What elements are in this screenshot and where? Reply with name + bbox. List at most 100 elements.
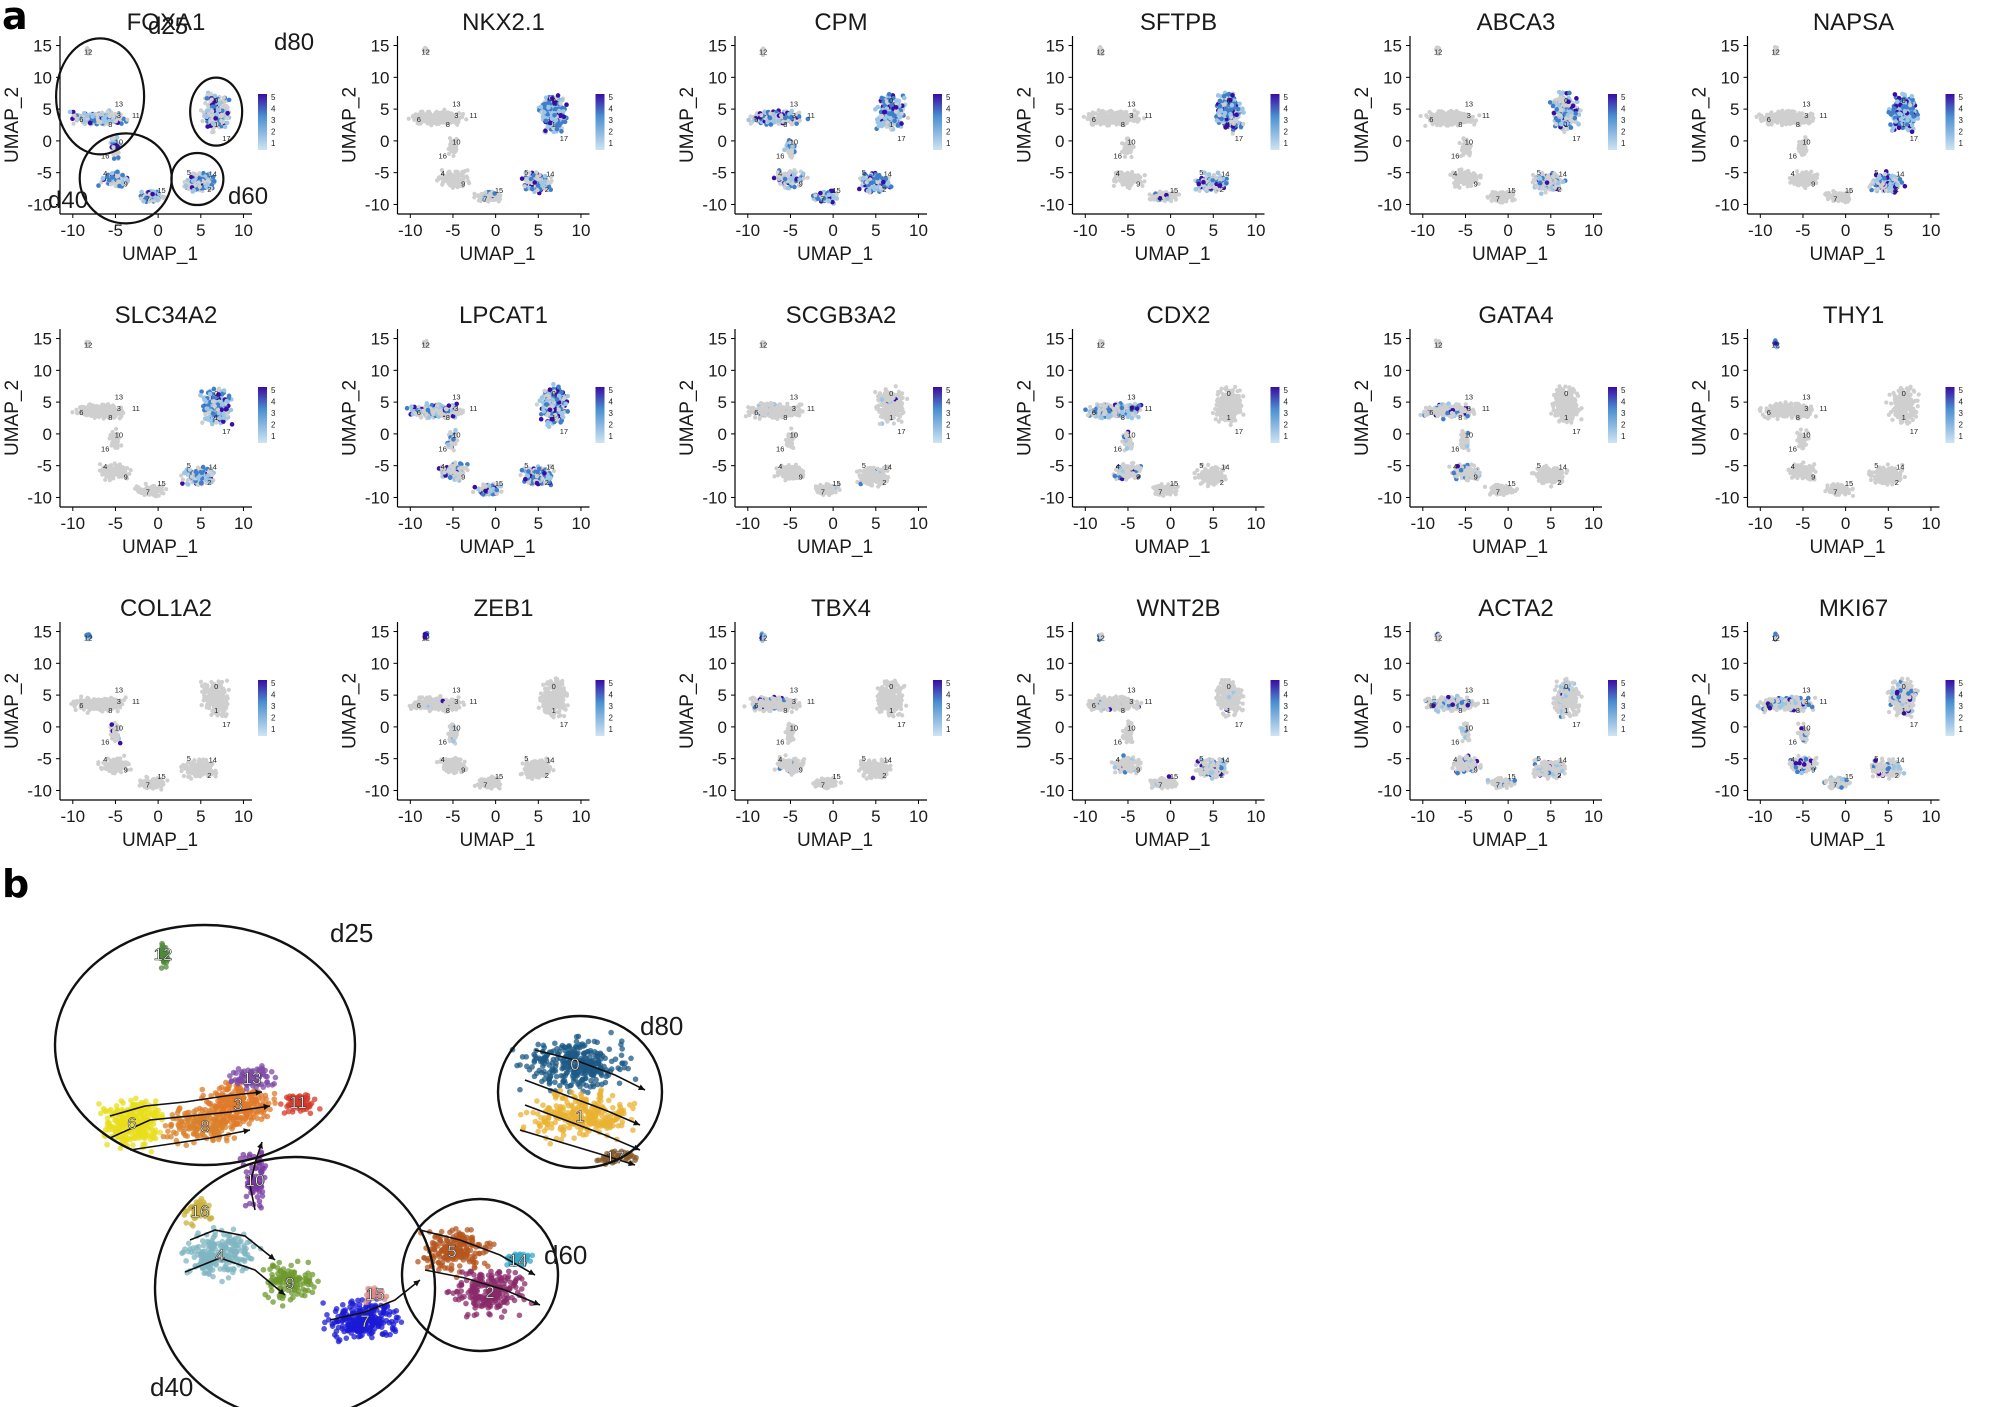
cell-point <box>1147 196 1152 202</box>
cell-point <box>1567 109 1573 115</box>
cell-point <box>221 95 226 100</box>
x-tick-label: -10 <box>398 221 423 240</box>
cluster-label: 11 <box>807 111 815 120</box>
cluster-label: 4 <box>441 169 445 178</box>
cluster-label: 16 <box>1114 152 1122 161</box>
y-tick-label: 15 <box>708 37 727 56</box>
cell-point <box>894 98 899 104</box>
cell-point <box>881 179 886 185</box>
cell-point <box>826 192 832 198</box>
cell-point <box>779 113 784 118</box>
cluster-label: 17 <box>897 134 905 143</box>
cell-point <box>1217 103 1223 109</box>
cell-point <box>72 113 77 118</box>
cluster-label: 3 <box>792 111 796 120</box>
cell-point <box>1241 121 1246 127</box>
cell-point <box>218 114 224 119</box>
cell-point <box>209 97 214 102</box>
cluster-label: 8 <box>1121 120 1125 129</box>
cell-point <box>1465 180 1470 185</box>
cell-point <box>161 195 166 200</box>
cluster-label: 13 <box>790 100 798 109</box>
cell-point <box>1111 114 1116 119</box>
cell-point <box>1201 179 1206 185</box>
legend-tick-label: 2 <box>609 128 614 137</box>
cluster-label: 9 <box>124 180 128 189</box>
y-tick-label: -5 <box>712 164 727 183</box>
cell-point <box>864 180 869 185</box>
cell-point <box>541 110 547 115</box>
cell-point <box>1568 125 1574 130</box>
legend-tick-label: 5 <box>946 93 951 102</box>
cell-point <box>113 119 119 124</box>
x-tick-label: -5 <box>1120 221 1135 240</box>
cell-point <box>1113 179 1118 184</box>
cell-point <box>869 180 875 186</box>
cell-point <box>1449 112 1454 117</box>
cell-point <box>564 102 569 108</box>
y-tick-label: -10 <box>702 195 727 214</box>
cell-point <box>90 114 95 119</box>
cluster-label: 15 <box>1170 186 1178 195</box>
cluster-label: 2 <box>882 185 886 194</box>
legend-tick-label: 4 <box>946 105 951 114</box>
legend-tick-label: 2 <box>946 128 951 137</box>
cell-point <box>886 111 892 116</box>
cell-point <box>1234 117 1239 123</box>
cell-point <box>125 117 130 122</box>
cell-point <box>1104 120 1110 125</box>
cell-point <box>1470 114 1475 119</box>
cell-point <box>1206 172 1212 177</box>
cluster-label: 17 <box>560 134 568 143</box>
cell-point <box>771 118 777 124</box>
x-tick-label: 5 <box>196 221 205 240</box>
color-legend-bar <box>258 94 267 150</box>
x-tick-label: 10 <box>909 221 928 240</box>
cell-point <box>224 120 230 126</box>
cell-point <box>1440 117 1446 122</box>
cell-point <box>85 113 90 119</box>
cell-point <box>114 174 119 179</box>
cell-point <box>1128 173 1133 178</box>
cell-point <box>191 188 197 193</box>
cell-point <box>1502 197 1507 202</box>
legend-tick-label: 4 <box>271 105 276 114</box>
cell-point <box>96 183 101 188</box>
cell-point <box>451 153 456 158</box>
cell-point <box>1547 100 1553 105</box>
cell-point <box>759 113 764 118</box>
cell-point <box>800 171 806 177</box>
cell-point <box>205 104 211 109</box>
cell-point <box>1576 121 1581 127</box>
cell-point <box>1445 116 1450 121</box>
cell-point <box>1552 171 1557 176</box>
cell-point <box>446 151 452 156</box>
cluster-label: 12 <box>84 47 92 56</box>
y-tick-label: 5 <box>1055 100 1064 119</box>
color-legend-bar <box>1270 94 1280 150</box>
cell-point <box>106 177 112 183</box>
y-tick-label: -5 <box>37 164 52 183</box>
cell-point <box>476 198 482 203</box>
y-tick-label: 0 <box>43 132 52 151</box>
cell-point <box>1165 196 1170 201</box>
cell-point <box>1452 181 1457 186</box>
cell-point <box>1228 107 1234 112</box>
cell-point <box>225 115 230 121</box>
cell-point <box>546 105 551 110</box>
cell-point <box>1196 181 1202 187</box>
cell-point <box>893 105 899 110</box>
cluster-label: 10 <box>115 138 123 147</box>
cell-point <box>456 172 461 177</box>
cell-point <box>813 193 818 198</box>
cluster-label: 1 <box>214 120 218 129</box>
cluster-label: 1 <box>1227 120 1231 129</box>
y-tick-label: 0 <box>718 132 727 151</box>
cell-point <box>897 114 903 119</box>
cell-point <box>1215 93 1221 98</box>
cell-point <box>888 184 894 189</box>
